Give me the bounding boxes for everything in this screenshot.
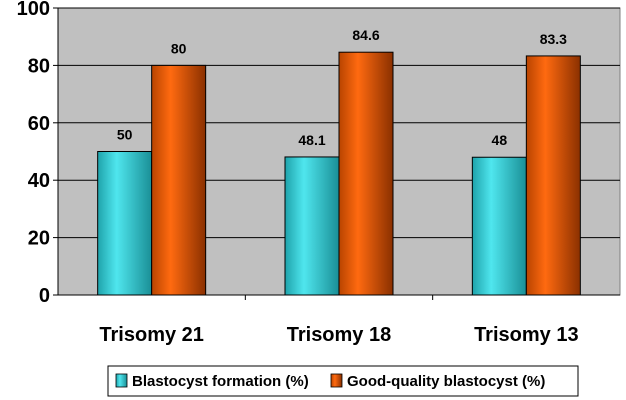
legend-label-blastocyst-formation: Blastocyst formation (%) <box>132 373 309 390</box>
y-axis-ticks: 0 20 40 60 80 100 <box>17 0 58 307</box>
legend-swatch-good-quality-blastocyst <box>330 373 343 388</box>
bars <box>97 51 581 296</box>
legend-label-good-quality-blastocyst: Good-quality blastocyst (%) <box>347 373 545 390</box>
y-tick-label: 60 <box>28 113 50 135</box>
data-labels: 50 80 48.1 84.6 48 83.3 <box>117 27 567 148</box>
data-label: 48.1 <box>298 132 325 148</box>
bar-blastocyst-formation <box>284 156 340 296</box>
bar-good-quality-blastocyst <box>151 64 207 296</box>
x-tick-label: Trisomy 13 <box>474 324 579 346</box>
y-tick-label: 20 <box>28 228 50 250</box>
x-tick-label: Trisomy 18 <box>287 324 392 346</box>
data-label: 48 <box>492 132 508 148</box>
legend-box <box>107 365 579 397</box>
y-tick-label: 80 <box>28 55 50 77</box>
data-label: 50 <box>117 127 133 143</box>
bar-good-quality-blastocyst <box>525 55 581 296</box>
x-axis-ticks: Trisomy 21 Trisomy 18 Trisomy 13 <box>99 295 579 346</box>
data-label: 84.6 <box>352 27 379 43</box>
data-label: 83.3 <box>540 31 567 47</box>
bar-blastocyst-formation <box>97 151 153 296</box>
x-tick-label: Trisomy 21 <box>99 324 204 346</box>
y-tick-label: 0 <box>39 285 50 307</box>
bar-blastocyst-formation <box>471 156 527 296</box>
data-label: 80 <box>171 40 187 56</box>
bar-good-quality-blastocyst <box>338 51 394 296</box>
y-tick-label: 100 <box>17 0 50 20</box>
legend-swatch-blastocyst-formation <box>115 373 128 388</box>
y-tick-label: 40 <box>28 170 50 192</box>
legend: Blastocyst formation (%) Good-quality bl… <box>107 365 579 397</box>
